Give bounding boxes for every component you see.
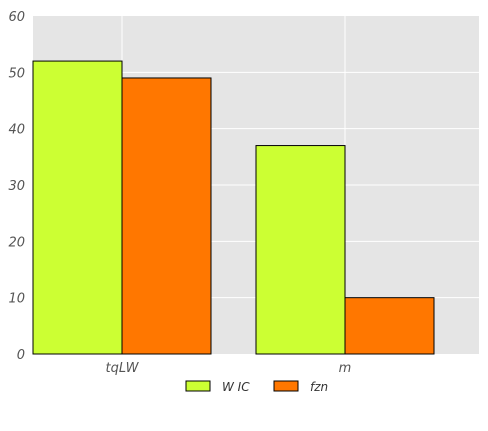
legend-swatch xyxy=(185,380,211,392)
x-axis-ticks: tqLW m xyxy=(106,361,352,376)
y-tick-label: 60 xyxy=(8,10,25,25)
x-tick-label: m xyxy=(339,361,352,376)
bar-w-ic-tqlw xyxy=(32,60,123,355)
legend-label: fzn xyxy=(310,380,328,394)
bars xyxy=(32,60,435,355)
y-tick-label: 0 xyxy=(17,348,25,363)
y-tick-label: 20 xyxy=(8,235,25,250)
bar-fzn-tqlw xyxy=(121,77,212,355)
legend-label: W IC xyxy=(222,380,250,394)
y-axis-ticks: 0 10 20 30 40 50 60 xyxy=(8,10,25,363)
y-tick-label: 40 xyxy=(8,123,25,138)
legend-swatch xyxy=(273,380,299,392)
x-tick-label: tqLW xyxy=(106,361,140,376)
bar-w-ic-m xyxy=(255,145,346,355)
y-tick-label: 30 xyxy=(8,179,25,194)
y-tick-label: 50 xyxy=(8,66,25,81)
bar-fzn-m xyxy=(344,297,435,355)
y-tick-label: 10 xyxy=(8,292,25,307)
legend: W IC fzn xyxy=(185,380,328,394)
